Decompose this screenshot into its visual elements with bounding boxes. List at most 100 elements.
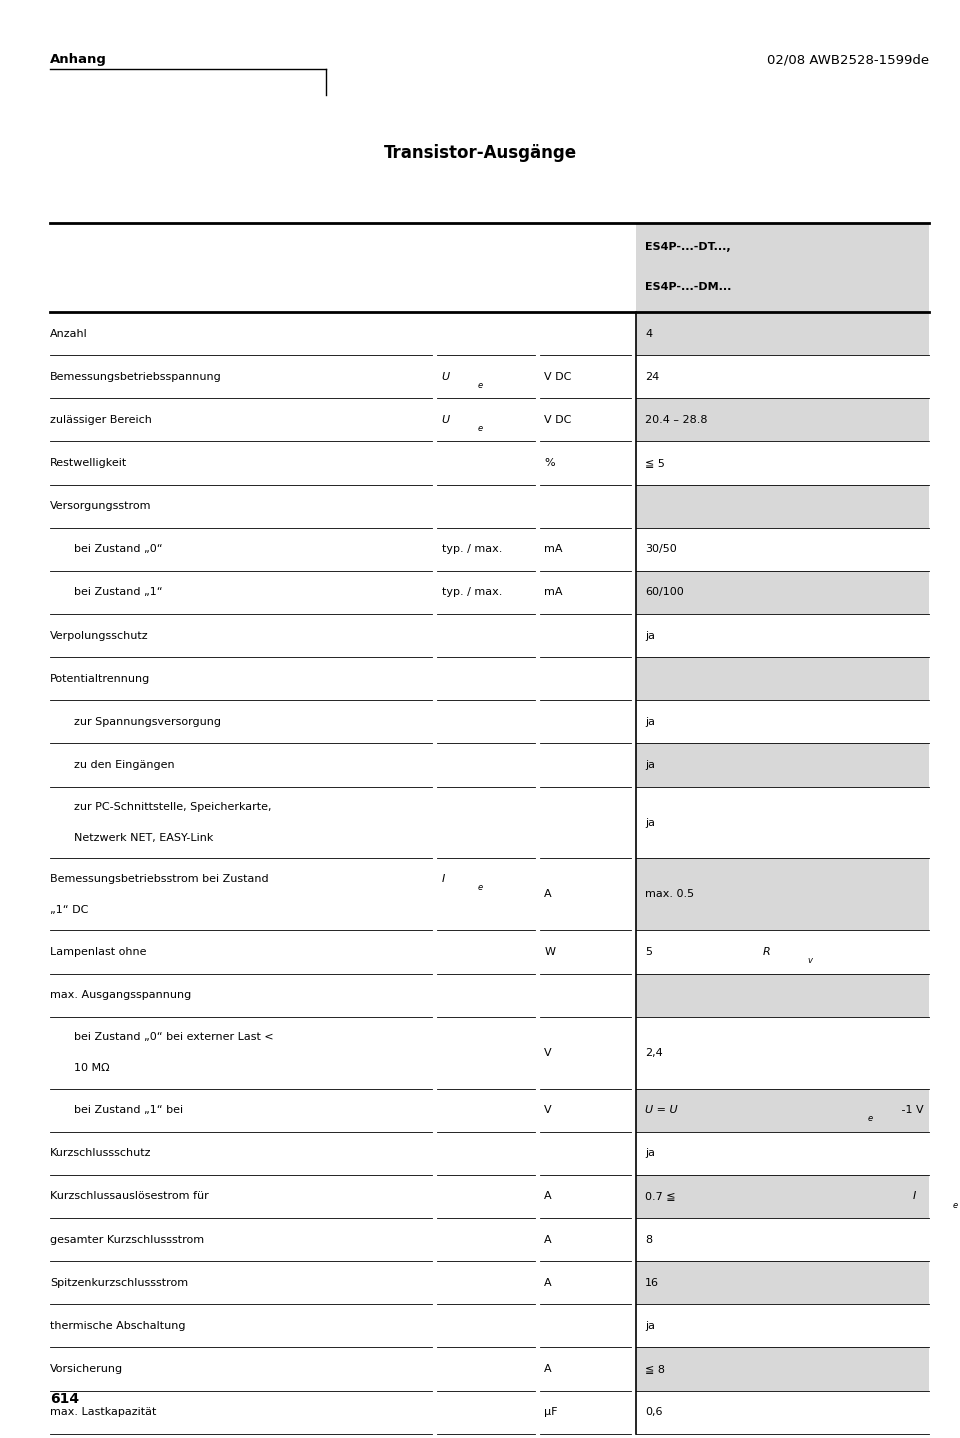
Text: ja: ja (645, 1322, 655, 1330)
Text: Anhang: Anhang (50, 53, 107, 66)
Text: max. Ausgangsspannung: max. Ausgangsspannung (50, 991, 191, 999)
Text: Transistor-Ausgänge: Transistor-Ausgänge (383, 144, 577, 162)
Text: mA: mA (544, 588, 563, 597)
Text: 0.7 ≦: 0.7 ≦ (645, 1192, 680, 1201)
Text: Verpolungsschutz: Verpolungsschutz (50, 631, 149, 640)
Text: %: % (544, 459, 555, 467)
Text: zu den Eingängen: zu den Eingängen (74, 761, 175, 769)
Bar (636, 930, 929, 974)
Text: „1“ DC: „1“ DC (50, 906, 88, 915)
Bar (636, 1218, 929, 1261)
Bar (636, 312, 929, 355)
Bar (636, 614, 929, 657)
Text: Lampenlast ohne: Lampenlast ohne (50, 948, 150, 956)
Text: 0,6: 0,6 (645, 1408, 662, 1416)
Bar (636, 974, 929, 1017)
Text: U = U: U = U (645, 1106, 678, 1114)
Text: 16: 16 (645, 1278, 660, 1287)
Text: bei Zustand „0“: bei Zustand „0“ (74, 545, 162, 554)
Bar (636, 858, 929, 930)
Text: -1 V: -1 V (898, 1106, 924, 1114)
Bar (636, 571, 929, 614)
Text: zur Spannungsversorgung: zur Spannungsversorgung (74, 718, 221, 726)
Text: e: e (477, 381, 483, 390)
Text: ja: ja (645, 818, 655, 827)
Bar (636, 1175, 929, 1218)
Text: μF: μF (544, 1408, 558, 1416)
Text: e: e (952, 1201, 957, 1209)
Text: V DC: V DC (544, 416, 572, 424)
Text: 24: 24 (645, 372, 660, 381)
Text: ES4P-...-DM...: ES4P-...-DM... (645, 282, 732, 292)
Text: U: U (442, 416, 449, 424)
Text: V: V (544, 1106, 552, 1114)
Text: A: A (544, 1278, 552, 1287)
Text: typ. / max.: typ. / max. (442, 588, 502, 597)
Bar (636, 1261, 929, 1304)
Text: 20.4 – 28.8: 20.4 – 28.8 (645, 416, 708, 424)
Text: mA: mA (544, 545, 563, 554)
Text: ≦ 8: ≦ 8 (645, 1365, 665, 1373)
Text: zur PC-Schnittstelle, Speicherkarte,: zur PC-Schnittstelle, Speicherkarte, (74, 802, 272, 811)
Bar (636, 657, 929, 700)
Text: 10 MΩ: 10 MΩ (74, 1064, 109, 1073)
Text: 02/08 AWB2528-1599de: 02/08 AWB2528-1599de (767, 53, 929, 66)
Text: bei Zustand „0“ bei externer Last <: bei Zustand „0“ bei externer Last < (74, 1032, 274, 1041)
Text: W: W (544, 948, 555, 956)
Text: 60/100: 60/100 (645, 588, 684, 597)
Text: Vorsicherung: Vorsicherung (50, 1365, 123, 1373)
Text: Anzahl: Anzahl (50, 329, 87, 338)
Text: 5: 5 (645, 948, 652, 956)
Text: e: e (868, 1114, 873, 1123)
Text: 8: 8 (645, 1235, 652, 1244)
Text: Versorgungsstrom: Versorgungsstrom (50, 502, 152, 510)
Text: ≦ 5: ≦ 5 (645, 459, 665, 467)
Bar (636, 1347, 929, 1391)
Bar (636, 1304, 929, 1347)
Bar (636, 485, 929, 528)
Text: I: I (912, 1192, 916, 1201)
Text: ja: ja (645, 718, 655, 726)
Text: bei Zustand „1“: bei Zustand „1“ (74, 588, 162, 597)
Bar (636, 1391, 929, 1434)
Text: A: A (544, 890, 552, 899)
Text: e: e (477, 883, 483, 892)
Bar (636, 1017, 929, 1089)
Text: ja: ja (645, 631, 655, 640)
Text: e: e (477, 424, 483, 433)
Text: ja: ja (645, 761, 655, 769)
Text: Bemessungsbetriebsstrom bei Zustand: Bemessungsbetriebsstrom bei Zustand (50, 874, 269, 883)
Bar (636, 223, 929, 312)
Bar (636, 1089, 929, 1132)
Bar (636, 355, 929, 398)
Text: V: V (544, 1048, 552, 1057)
Text: A: A (544, 1192, 552, 1201)
Text: max. Lastkapazität: max. Lastkapazität (50, 1408, 156, 1416)
Text: max. 0.5: max. 0.5 (645, 890, 694, 899)
Bar (636, 1132, 929, 1175)
Bar (636, 743, 929, 787)
Text: ja: ja (645, 1149, 655, 1158)
Bar (636, 700, 929, 743)
Text: A: A (544, 1235, 552, 1244)
Text: V DC: V DC (544, 372, 572, 381)
Text: I: I (442, 874, 444, 883)
Text: 4: 4 (645, 329, 652, 338)
Text: 2,4: 2,4 (645, 1048, 662, 1057)
Bar (636, 398, 929, 441)
Bar (636, 441, 929, 485)
Text: zulässiger Bereich: zulässiger Bereich (50, 416, 152, 424)
Text: v: v (807, 956, 812, 965)
Text: gesamter Kurzschlussstrom: gesamter Kurzschlussstrom (50, 1235, 204, 1244)
Bar (636, 787, 929, 858)
Text: Spitzenkurzschlussstrom: Spitzenkurzschlussstrom (50, 1278, 188, 1287)
Text: 614: 614 (50, 1392, 79, 1406)
Text: Kurzschlussauslösestrom für: Kurzschlussauslösestrom für (50, 1192, 212, 1201)
Text: thermische Abschaltung: thermische Abschaltung (50, 1322, 185, 1330)
Text: ES4P-...-DT...,: ES4P-...-DT..., (645, 242, 731, 252)
Text: Kurzschlussschutz: Kurzschlussschutz (50, 1149, 152, 1158)
Text: Netzwerk NET, EASY-Link: Netzwerk NET, EASY-Link (74, 834, 213, 843)
Text: bei Zustand „1“ bei: bei Zustand „1“ bei (74, 1106, 186, 1114)
Text: R: R (762, 948, 770, 956)
Text: U: U (442, 372, 449, 381)
